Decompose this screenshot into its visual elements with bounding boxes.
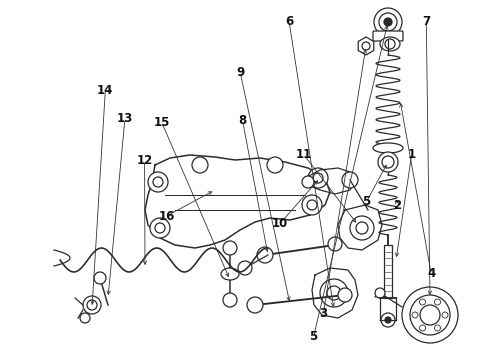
- Circle shape: [442, 312, 448, 318]
- Circle shape: [94, 272, 106, 284]
- Circle shape: [342, 172, 358, 188]
- Text: 13: 13: [117, 112, 133, 125]
- Circle shape: [302, 195, 322, 215]
- Circle shape: [313, 173, 323, 183]
- Circle shape: [338, 288, 352, 302]
- Circle shape: [379, 13, 397, 31]
- Circle shape: [192, 157, 208, 173]
- Circle shape: [150, 218, 170, 238]
- FancyBboxPatch shape: [384, 245, 392, 298]
- Circle shape: [223, 293, 237, 307]
- Circle shape: [382, 156, 394, 168]
- Circle shape: [385, 39, 395, 49]
- Text: 15: 15: [153, 116, 170, 129]
- Ellipse shape: [373, 143, 403, 153]
- Circle shape: [257, 247, 273, 263]
- Text: 7: 7: [422, 15, 430, 28]
- Circle shape: [308, 168, 328, 188]
- Circle shape: [435, 325, 441, 331]
- Text: 5: 5: [363, 195, 370, 208]
- Circle shape: [385, 317, 391, 323]
- Text: 12: 12: [136, 154, 153, 167]
- Circle shape: [87, 300, 97, 310]
- Circle shape: [83, 296, 101, 314]
- Text: 14: 14: [97, 84, 114, 96]
- Circle shape: [307, 200, 317, 210]
- Text: 10: 10: [272, 217, 289, 230]
- Circle shape: [155, 223, 165, 233]
- Text: 9: 9: [236, 66, 244, 78]
- Text: 11: 11: [295, 148, 312, 161]
- Circle shape: [419, 325, 425, 331]
- Circle shape: [435, 299, 441, 305]
- FancyBboxPatch shape: [373, 31, 403, 41]
- Circle shape: [80, 313, 90, 323]
- Circle shape: [267, 157, 283, 173]
- Circle shape: [238, 261, 252, 275]
- Circle shape: [247, 297, 263, 313]
- Circle shape: [148, 172, 168, 192]
- Circle shape: [302, 176, 314, 188]
- Circle shape: [374, 8, 402, 36]
- Circle shape: [356, 222, 368, 234]
- Ellipse shape: [380, 37, 400, 51]
- Text: 2: 2: [393, 199, 401, 212]
- Text: 4: 4: [427, 267, 435, 280]
- Text: 8: 8: [239, 114, 246, 127]
- Circle shape: [375, 288, 385, 298]
- Circle shape: [350, 216, 374, 240]
- Text: 3: 3: [319, 307, 327, 320]
- Text: 6: 6: [285, 15, 293, 28]
- Circle shape: [362, 42, 370, 50]
- Text: 1: 1: [408, 148, 416, 161]
- Circle shape: [378, 152, 398, 172]
- Circle shape: [384, 18, 392, 26]
- Circle shape: [410, 295, 450, 335]
- Circle shape: [320, 279, 348, 307]
- Circle shape: [223, 241, 237, 255]
- Ellipse shape: [221, 268, 239, 280]
- Circle shape: [402, 287, 458, 343]
- Circle shape: [420, 305, 440, 325]
- Circle shape: [412, 312, 418, 318]
- Circle shape: [328, 237, 342, 251]
- Circle shape: [327, 286, 341, 300]
- Circle shape: [419, 299, 425, 305]
- Circle shape: [153, 177, 163, 187]
- Text: 5: 5: [310, 330, 318, 343]
- Text: 16: 16: [158, 210, 175, 222]
- Circle shape: [381, 313, 395, 327]
